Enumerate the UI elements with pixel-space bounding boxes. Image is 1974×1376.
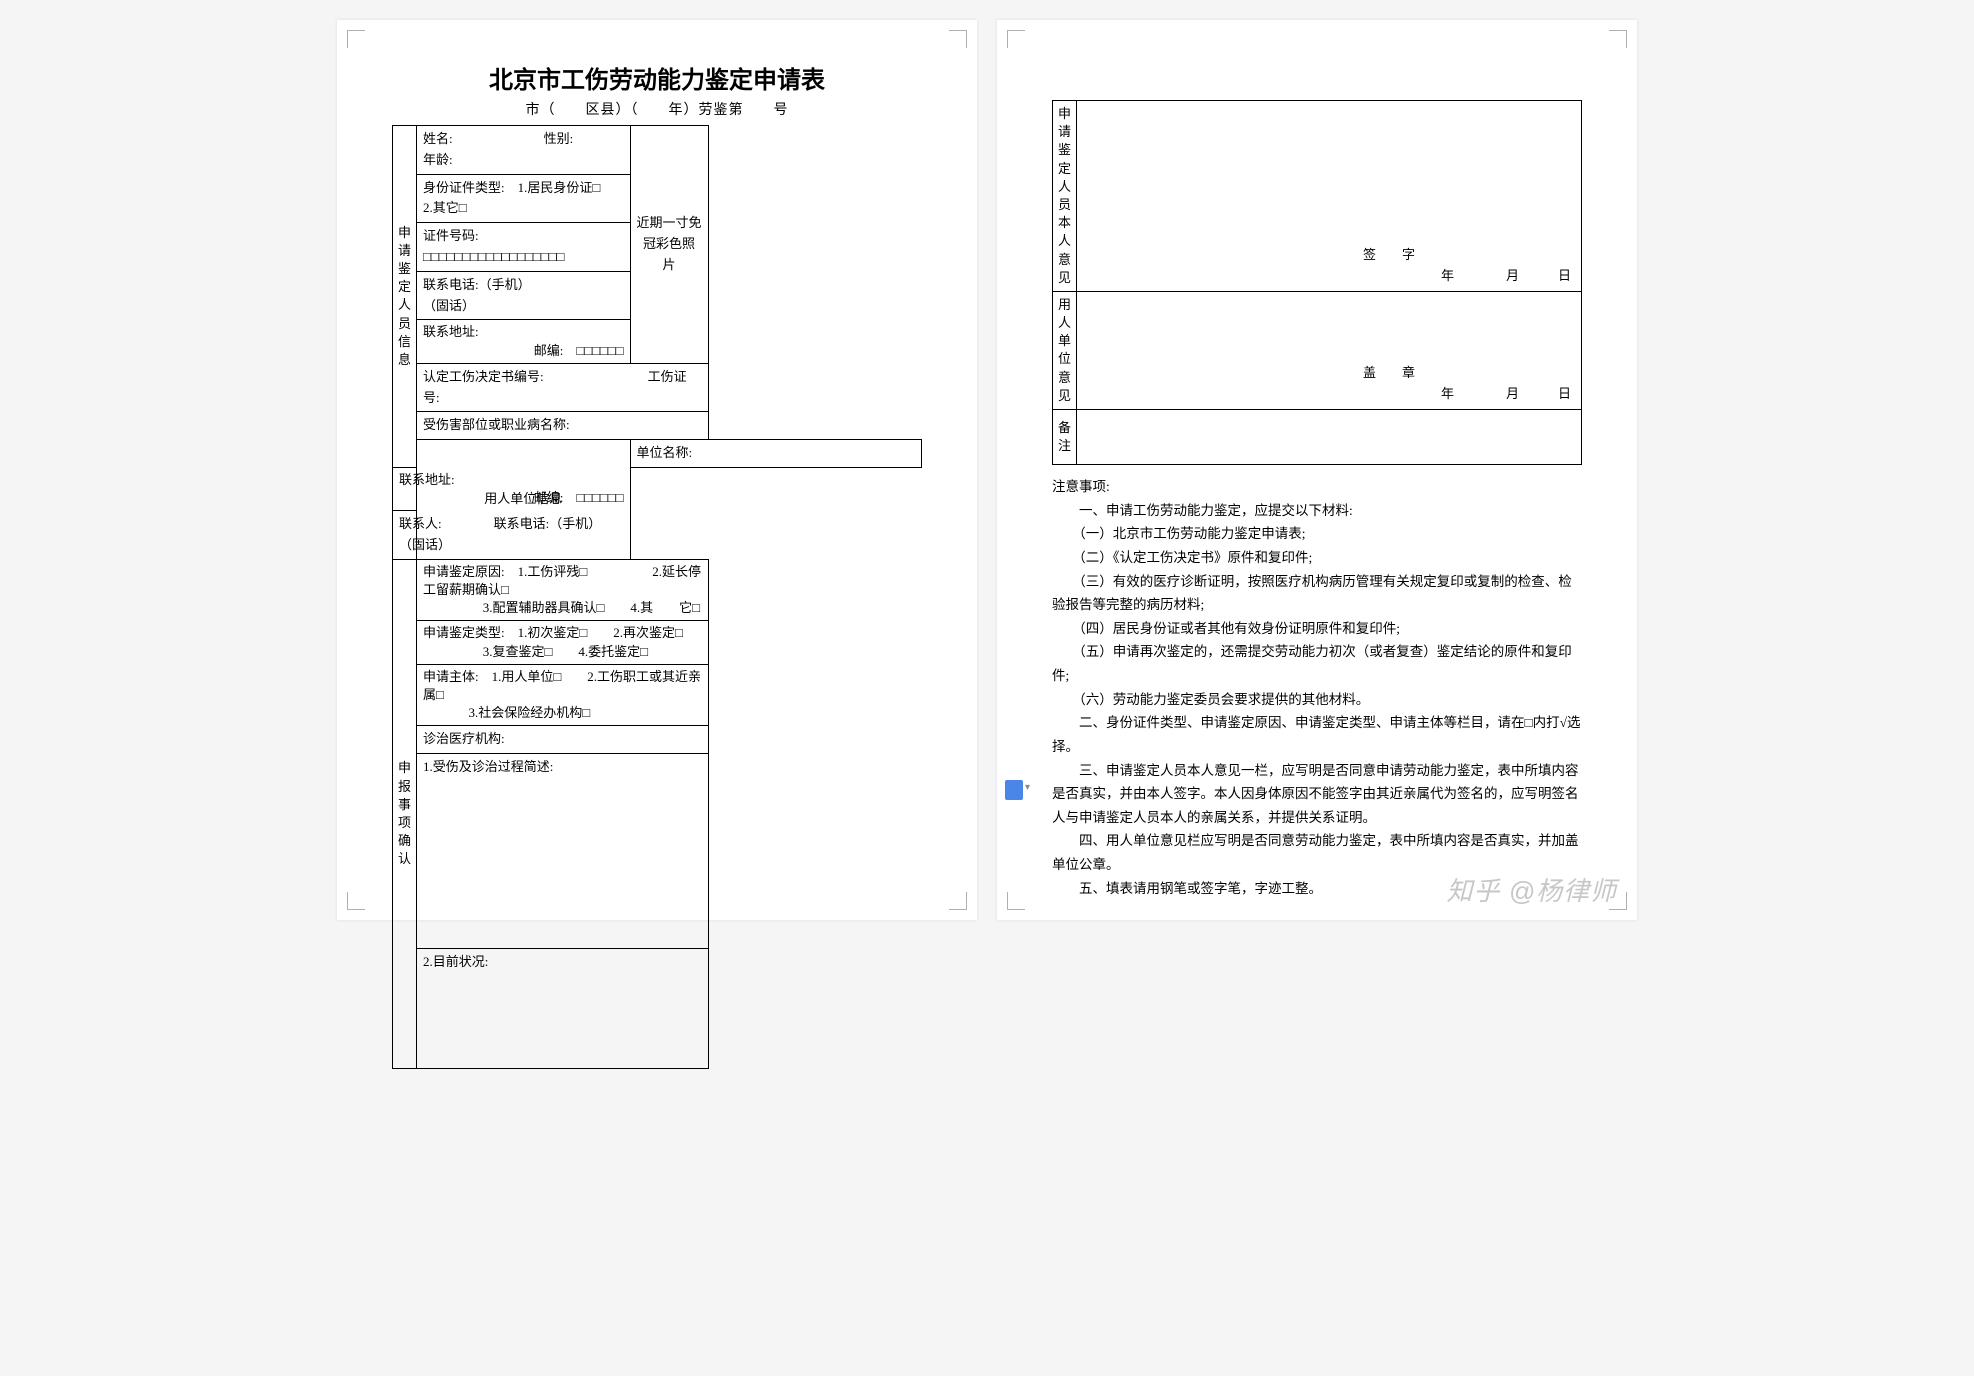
row-decision: 认定工伤决定书编号: 工伤证号: [417,363,709,412]
crop-mark [1007,892,1025,910]
row-phone: 联系电话:（手机） （固话） [417,271,631,320]
note-line: 三、申请鉴定人员本人意见一栏，应写明是否同意申请劳动能力鉴定，表中所填内容是否真… [1052,759,1582,830]
row-idtype: 身份证件类型: 1.居民身份证□ 2.其它□ [417,174,631,223]
form-table: 申请鉴定人员信息 姓名: 性别: 年龄: 近期一寸免冠彩色照 片 身份证件类型:… [392,125,922,1069]
row-unit: 单位名称: [630,440,922,468]
doc-toolbar-icon[interactable] [1005,780,1023,800]
section3-header: 申报事项确认 [393,559,417,1068]
crop-mark [347,892,365,910]
section1-header: 申请鉴定人员信息 [393,126,417,468]
note-line: （三）有效的医疗诊断证明，按照医疗机构病历管理有关规定复印或复制的检查、检验报告… [1052,570,1582,617]
row-reason: 申请鉴定原因: 1.工伤评残□ 2.延长停工留薪期确认□ 3.配置辅助器具确认□… [417,559,709,621]
notes-section: 注意事项: 一、申请工伤劳动能力鉴定，应提交以下材料: （一）北京市工伤劳动能力… [1052,475,1582,900]
row-name: 姓名: 性别: 年龄: [417,126,631,175]
row-injury: 受伤害部位或职业病名称: [417,412,709,440]
row-hospital: 诊治医疗机构: [417,726,709,754]
sec-c-header: 备注 [1053,410,1077,465]
row-status: 2.目前状况: [417,949,709,1069]
note-line: （一）北京市工伤劳动能力鉴定申请表; [1052,522,1582,546]
crop-mark [1609,30,1627,48]
row-desc: 1.受伤及诊治过程简述: [417,754,709,949]
form-title: 北京市工伤劳动能力鉴定申请表 [392,60,922,95]
form-subtitle: 市（ 区县）（ 年）劳鉴第 号 [392,99,922,119]
crop-mark [1609,892,1627,910]
row-addr: 联系地址: 邮编: □□□□□□ [417,320,631,363]
note-line: 二、身份证件类型、申请鉴定原因、申请鉴定类型、申请主体等栏目，请在□内打√选择。 [1052,711,1582,758]
row-subject: 申请主体: 1.用人单位□ 2.工伤职工或其近亲属□ 3.社会保险经办机构□ [417,664,709,726]
crop-mark [1007,30,1025,48]
note-line: 五、填表请用钢笔或签字笔，字迹工整。 [1052,877,1582,901]
page-1: 北京市工伤劳动能力鉴定申请表 市（ 区县）（ 年）劳鉴第 号 申请鉴定人员信息 … [337,20,977,920]
page-2: 申请鉴定人员本人意见 签 字 年 月 日 用人单位意见 盖 章 年 月 日 备注 [997,20,1637,920]
note-line: （二）《认定工伤决定书》原件和复印件; [1052,546,1582,570]
employer-opinion-cell: 盖 章 年 月 日 [1077,291,1582,409]
opinion-table: 申请鉴定人员本人意见 签 字 年 月 日 用人单位意见 盖 章 年 月 日 备注 [1052,100,1582,465]
sec-b-header: 用人单位意见 [1053,291,1077,409]
note-line: （四）居民身份证或者其他有效身份证明原件和复印件; [1052,617,1582,641]
row-idno: 证件号码: □□□□□□□□□□□□□□□□□□ [417,223,631,272]
row-contact: 联系人: 联系电话:（手机） （固话） [393,511,631,560]
note-line: （六）劳动能力鉴定委员会要求提供的其他材料。 [1052,688,1582,712]
photo-cell: 近期一寸免冠彩色照 片 [630,126,708,364]
note-line: （五）申请再次鉴定的，还需提交劳动能力初次（或者复查）鉴定结论的原件和复印件; [1052,640,1582,687]
crop-mark [949,892,967,910]
sec-a-header: 申请鉴定人员本人意见 [1053,101,1077,292]
applicant-opinion-cell: 签 字 年 月 日 [1077,101,1582,292]
remark-cell [1077,410,1582,465]
crop-mark [347,30,365,48]
row-type: 申请鉴定类型: 1.初次鉴定□ 2.再次鉴定□ 3.复查鉴定□ 4.委托鉴定□ [417,621,709,664]
note-line: 一、申请工伤劳动能力鉴定，应提交以下材料: [1052,499,1582,523]
notes-title: 注意事项: [1052,475,1582,499]
crop-mark [949,30,967,48]
note-line: 四、用人单位意见栏应写明是否同意劳动能力鉴定，表中所填内容是否真实，并加盖单位公… [1052,829,1582,876]
